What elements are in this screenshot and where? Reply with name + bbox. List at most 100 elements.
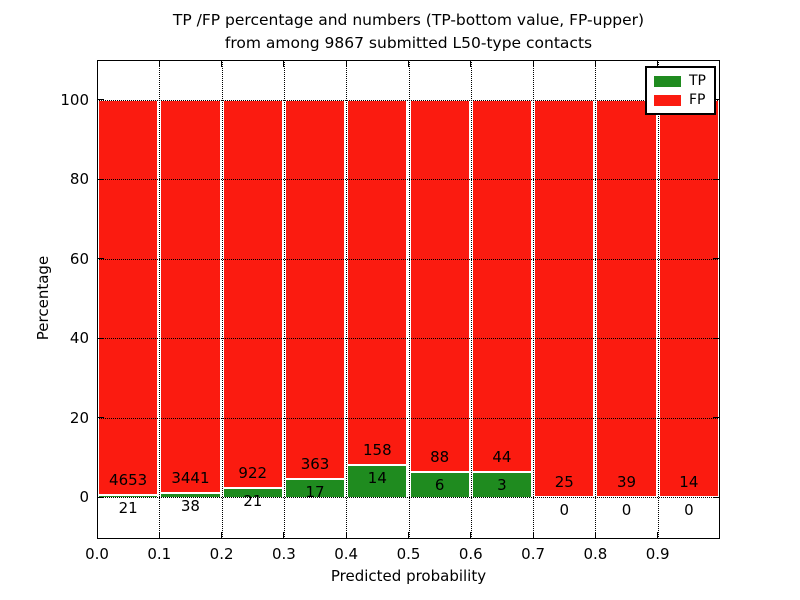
x-tick [96, 532, 98, 538]
y-tick-label: 60 [69, 249, 89, 268]
y-tick-label: 80 [69, 170, 89, 189]
fp-count-label: 3441 [171, 468, 210, 487]
tp-count-label: 14 [367, 468, 387, 487]
x-gridline [221, 60, 223, 539]
x-tick [221, 61, 223, 67]
fp-bar [284, 99, 346, 480]
x-tick-label: 0.6 [458, 545, 483, 563]
fp-bar [471, 99, 533, 472]
fp-count-label: 363 [300, 455, 330, 474]
x-tick-label: 0.8 [583, 545, 608, 563]
x-tick-label: 0.5 [396, 545, 421, 563]
fp-bar [658, 99, 719, 498]
x-tick [657, 532, 659, 538]
fp-count-label: 158 [363, 440, 392, 459]
x-gridline [408, 60, 410, 539]
tp-count-label: 21 [243, 492, 263, 511]
y-axis-label: Percentage [34, 255, 52, 341]
x-gridline [159, 60, 161, 539]
y-tick [98, 258, 104, 260]
tp-count-label: 0 [684, 501, 694, 520]
fp-count-label: 44 [492, 447, 512, 466]
fp-bar [596, 99, 657, 498]
x-tick [657, 61, 659, 67]
x-tick [470, 532, 472, 538]
y-tick-label: 100 [60, 90, 89, 109]
x-tick [283, 61, 285, 67]
tp-count-label: 17 [305, 483, 325, 502]
tp-count-label: 38 [180, 496, 200, 515]
fp-legend-swatch [654, 95, 681, 106]
tp-count-label: 3 [497, 475, 507, 494]
x-tick [96, 61, 98, 67]
y-tick [713, 496, 719, 498]
tp-bar [222, 488, 283, 498]
tp-count-label: 21 [118, 499, 138, 518]
chart-title-line2: from among 9867 submitted L50-type conta… [224, 34, 593, 52]
tp-count-label: 0 [621, 501, 632, 520]
fp-count-label: 25 [554, 473, 574, 492]
tp-bar [160, 492, 221, 498]
tp-bar [347, 464, 408, 498]
y-tick [98, 99, 104, 101]
x-tick [408, 61, 409, 67]
x-tick [345, 61, 347, 67]
chart-title-line1: TP /FP percentage and numbers (TP-bottom… [172, 11, 645, 29]
fp-legend-label: FP [689, 92, 706, 108]
x-tick [470, 61, 472, 67]
legend-item-tp: TP [647, 72, 714, 91]
x-tick [221, 532, 223, 538]
y-tick [98, 417, 104, 419]
tp-count-label: 0 [559, 501, 570, 520]
y-tick [713, 337, 719, 339]
x-tick-label: 0.3 [271, 545, 296, 563]
x-tick-label: 0.4 [334, 545, 359, 563]
tp-count-label: 6 [434, 475, 445, 494]
x-tick-label: 0.9 [645, 545, 670, 563]
fp-bar [160, 99, 221, 493]
x-tick [594, 61, 596, 67]
tp-bar [471, 471, 533, 498]
tp-legend-label: TP [689, 73, 706, 89]
x-gridline [346, 60, 348, 539]
legend-item-fp: FP [647, 91, 714, 110]
fp-bar [534, 99, 595, 498]
x-tick [158, 532, 160, 538]
y-tick [98, 178, 104, 180]
fp-count-label: 14 [679, 473, 699, 492]
x-gridline [595, 60, 597, 539]
x-tick-label: 0.0 [85, 545, 109, 563]
y-tick [713, 258, 719, 260]
chart-title: TP /FP percentage and numbers (TP-bottom… [97, 9, 720, 55]
x-axis-label: Predicted probability [330, 567, 487, 585]
x-gridline [470, 60, 472, 539]
fp-bar [222, 99, 283, 489]
legend: TP FP [645, 66, 716, 115]
y-tick [98, 337, 104, 339]
tp-legend-swatch [654, 76, 681, 87]
x-gridline [533, 60, 535, 539]
y-tick [98, 496, 104, 498]
x-gridline [657, 60, 659, 539]
x-tick [408, 532, 409, 538]
x-tick [345, 532, 347, 538]
x-tick [532, 61, 534, 67]
fp-count-label: 922 [238, 464, 268, 483]
x-tick [532, 532, 534, 538]
fp-count-label: 39 [617, 473, 637, 492]
fp-bar [98, 99, 159, 496]
fp-bar [347, 99, 408, 465]
y-tick [713, 417, 719, 419]
x-tick-label: 0.7 [521, 545, 546, 563]
fp-count-label: 88 [430, 447, 450, 466]
y-tick [713, 99, 719, 101]
tp-bar [284, 479, 346, 498]
tp-bar [98, 495, 159, 498]
x-tick [158, 61, 160, 67]
y-tick-label: 20 [69, 408, 89, 427]
fp-count-label: 4653 [109, 471, 148, 490]
x-tick-label: 0.1 [147, 545, 172, 563]
y-tick-label: 40 [69, 329, 89, 348]
